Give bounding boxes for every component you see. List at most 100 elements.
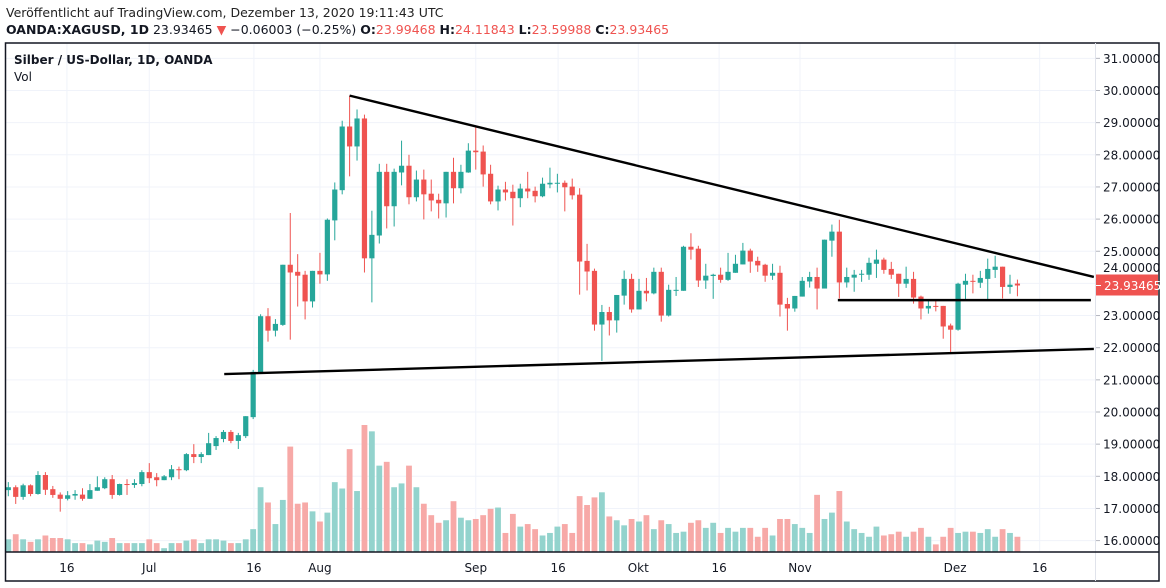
candle-body-up xyxy=(72,493,78,496)
price-tick-label: 26.00000 xyxy=(1103,213,1160,227)
candle-body-up xyxy=(413,179,419,198)
open-value: 23.99468 xyxy=(375,22,436,37)
candle-body-down xyxy=(502,189,509,193)
volume-bar xyxy=(391,487,398,552)
candle-body-up xyxy=(599,312,605,325)
trendline-lower-support xyxy=(224,347,1094,376)
time-tick-label: Sep xyxy=(464,561,487,575)
candle-body-up xyxy=(985,268,991,279)
volume-bar xyxy=(250,529,257,552)
candle-body-up xyxy=(962,280,969,285)
volume-bar xyxy=(339,488,346,552)
volume-bar xyxy=(131,543,138,552)
candle-body-down xyxy=(940,305,946,327)
volume-bar xyxy=(42,535,49,552)
volume-bars xyxy=(6,425,1021,552)
volume-bar xyxy=(858,532,865,552)
volume-bar xyxy=(769,535,776,552)
candle-body-up xyxy=(680,246,687,291)
series-legend-title[interactable]: Silber / US-Dollar, 1D, OANDA xyxy=(14,53,213,67)
time-tick-label: 16 xyxy=(1032,561,1047,575)
volume-bar xyxy=(925,536,932,552)
volume-bar xyxy=(35,539,41,552)
candle-body-up xyxy=(102,479,108,489)
high-label: H: xyxy=(439,22,456,37)
volume-bar xyxy=(970,531,976,552)
volume-bar xyxy=(702,527,709,552)
volume-bar xyxy=(851,529,858,552)
candle-body-up xyxy=(673,289,679,291)
symbol-name: OANDA:XAGUSD, 1D xyxy=(6,22,149,37)
time-axis[interactable]: 16 Jul 16 Aug Sep 16 Okt 16 Nov Dez 16 xyxy=(59,561,1047,575)
candle-body-up xyxy=(554,182,560,184)
candle-body-up xyxy=(955,283,961,330)
candle-body-up xyxy=(769,272,776,276)
volume-bar xyxy=(361,425,368,552)
price-tick-label: 22.00000 xyxy=(1103,341,1160,355)
time-tick-label: 16 xyxy=(711,561,726,575)
candle-body-up xyxy=(621,278,627,296)
candle-body-down xyxy=(918,296,924,309)
candle-body-down xyxy=(109,479,115,495)
volume-bar xyxy=(12,534,19,552)
candle-body-up xyxy=(547,182,553,185)
candle-body-down xyxy=(784,303,790,309)
candle-body-down xyxy=(577,194,583,262)
candle-body-up xyxy=(94,487,100,491)
candle-body-up xyxy=(257,316,264,373)
candle-body-down xyxy=(836,231,842,283)
volume-bar xyxy=(866,536,872,552)
volume-bar xyxy=(880,535,887,552)
candle-body-down xyxy=(933,305,939,307)
candle-body-down xyxy=(888,268,894,275)
volume-bar xyxy=(235,543,242,552)
candles xyxy=(6,95,1021,512)
volume-bar xyxy=(502,532,509,552)
price-tick-label: 28.00000 xyxy=(1103,148,1160,162)
volume-bar xyxy=(754,536,761,552)
close-label: C: xyxy=(595,22,610,37)
candle-body-up xyxy=(376,171,382,236)
volume-bar xyxy=(368,431,375,552)
candle-body-up xyxy=(844,276,850,283)
last-price: 23.93465 xyxy=(152,22,213,37)
candle-body-up xyxy=(398,165,405,173)
volume-bar xyxy=(888,534,895,552)
volume-bar xyxy=(918,527,924,552)
candle-body-up xyxy=(710,274,716,277)
price-tick-label: 24.00000 xyxy=(1103,261,1160,275)
volume-bar xyxy=(450,501,457,552)
candle-body-down xyxy=(347,126,353,147)
volume-bar xyxy=(443,520,449,552)
volume-bar xyxy=(591,497,598,552)
volume-bar xyxy=(613,520,620,552)
candle-body-down xyxy=(881,259,887,270)
candle-body-down xyxy=(317,270,323,275)
candle-body-down xyxy=(228,431,234,441)
candle-body-up xyxy=(87,490,93,499)
price-tick-label: 27.00000 xyxy=(1103,180,1160,194)
candle-body-down xyxy=(146,472,152,479)
price-tick-label: 19.00000 xyxy=(1103,438,1160,452)
candle-body-down xyxy=(265,316,271,331)
trendline-upper-resistance xyxy=(349,94,1095,279)
price-axis[interactable]: 31.00000 30.00000 29.00000 28.00000 27.00000… xyxy=(1095,52,1160,548)
candle-body-down xyxy=(688,246,694,250)
candle-body-down xyxy=(436,199,442,204)
volume-bar xyxy=(791,524,798,552)
volume-bar xyxy=(784,518,791,552)
price-tick-label: 23.00000 xyxy=(1103,309,1160,323)
volume-legend[interactable]: Vol xyxy=(14,70,32,84)
candle-body-up xyxy=(1007,284,1013,287)
volume-bar xyxy=(569,532,576,552)
volume-bar xyxy=(539,535,546,552)
volume-bar xyxy=(673,532,679,552)
candle-body-up xyxy=(65,495,71,499)
candle-body-down xyxy=(124,484,130,486)
candle-body-down xyxy=(488,173,494,202)
candle-body-down xyxy=(999,266,1006,287)
candle-body-up xyxy=(732,263,739,273)
volume-bar xyxy=(895,531,902,552)
grid-lines xyxy=(6,43,1095,552)
